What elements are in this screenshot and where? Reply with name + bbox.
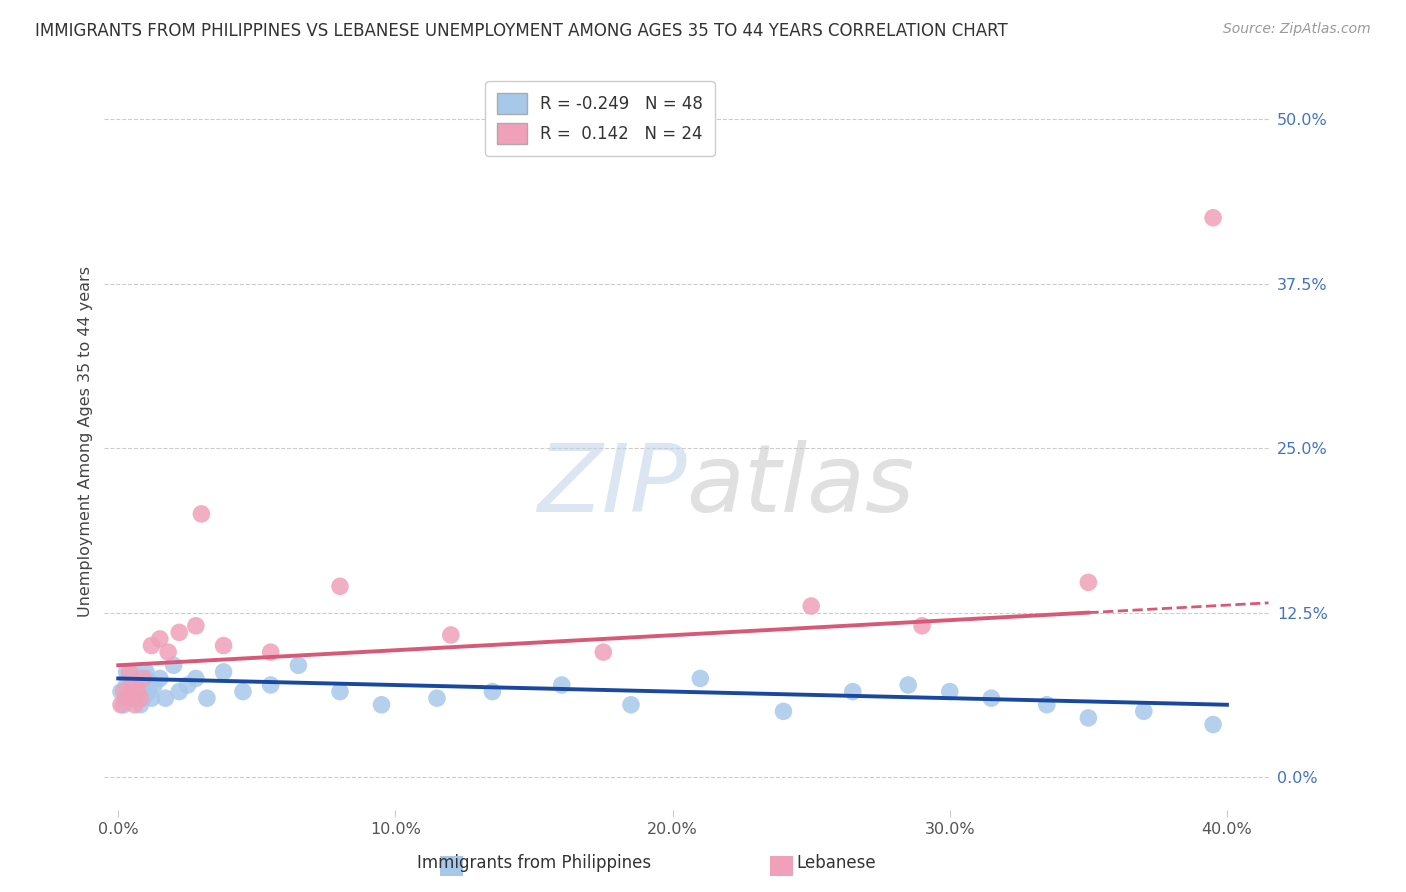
Point <box>842 684 865 698</box>
Point <box>1036 698 1059 712</box>
Point <box>167 625 190 640</box>
Point <box>143 678 166 692</box>
Point <box>592 645 614 659</box>
Point <box>911 619 934 633</box>
Point <box>149 632 172 646</box>
Point <box>176 678 198 692</box>
Text: ZIP: ZIP <box>537 441 686 532</box>
Point <box>980 691 1002 706</box>
Point <box>426 691 449 706</box>
Point <box>620 698 643 712</box>
Point <box>132 684 155 698</box>
FancyBboxPatch shape <box>765 851 799 881</box>
Point <box>939 684 962 698</box>
Point <box>115 678 138 692</box>
Point <box>132 691 155 706</box>
Point <box>124 678 146 692</box>
Text: Lebanese: Lebanese <box>797 855 876 872</box>
Point <box>772 704 794 718</box>
Point <box>121 665 143 679</box>
Point <box>115 665 138 679</box>
Point <box>1202 717 1225 731</box>
Point <box>118 691 141 706</box>
Point <box>167 684 190 698</box>
Point <box>370 698 392 712</box>
Point <box>1077 711 1099 725</box>
Point <box>155 691 177 706</box>
Text: IMMIGRANTS FROM PHILIPPINES VS LEBANESE UNEMPLOYMENT AMONG AGES 35 TO 44 YEARS C: IMMIGRANTS FROM PHILIPPINES VS LEBANESE … <box>35 22 1008 40</box>
Text: atlas: atlas <box>686 441 915 532</box>
Point <box>184 619 207 633</box>
Point <box>127 672 149 686</box>
Point <box>135 672 157 686</box>
Point <box>115 691 138 706</box>
Point <box>132 672 155 686</box>
Point <box>141 691 163 706</box>
Point <box>329 684 352 698</box>
Point <box>127 684 149 698</box>
Point <box>163 658 186 673</box>
Point <box>232 684 254 698</box>
Text: Source: ZipAtlas.com: Source: ZipAtlas.com <box>1223 22 1371 37</box>
Point <box>124 691 146 706</box>
Point <box>121 678 143 692</box>
Legend: R = -0.249   N = 48, R =  0.142   N = 24: R = -0.249 N = 48, R = 0.142 N = 24 <box>485 81 714 156</box>
Point <box>184 672 207 686</box>
Text: Immigrants from Philippines: Immigrants from Philippines <box>418 855 651 872</box>
Point <box>129 678 152 692</box>
Point <box>440 628 463 642</box>
Point <box>129 698 152 712</box>
Point <box>1202 211 1225 225</box>
Point <box>287 658 309 673</box>
Point <box>157 645 180 659</box>
Point <box>190 507 212 521</box>
Point <box>118 672 141 686</box>
Point <box>1077 575 1099 590</box>
Point <box>124 698 146 712</box>
Point <box>118 665 141 679</box>
Point <box>141 639 163 653</box>
Point <box>689 672 711 686</box>
Point <box>112 684 135 698</box>
Point <box>260 645 283 659</box>
Point <box>212 665 235 679</box>
Point <box>800 599 823 613</box>
Point <box>127 684 149 698</box>
Point <box>110 698 132 712</box>
Point <box>110 684 132 698</box>
Point <box>551 678 574 692</box>
Point <box>135 665 157 679</box>
Y-axis label: Unemployment Among Ages 35 to 44 years: Unemployment Among Ages 35 to 44 years <box>79 266 93 617</box>
Point <box>481 684 503 698</box>
Point <box>149 672 172 686</box>
Point <box>195 691 218 706</box>
Point <box>260 678 283 692</box>
Point <box>212 639 235 653</box>
Point <box>121 684 143 698</box>
FancyBboxPatch shape <box>434 851 468 881</box>
Point <box>897 678 920 692</box>
Point <box>138 684 160 698</box>
Point <box>112 698 135 712</box>
Point <box>329 579 352 593</box>
Point <box>129 691 152 706</box>
Point <box>1133 704 1156 718</box>
